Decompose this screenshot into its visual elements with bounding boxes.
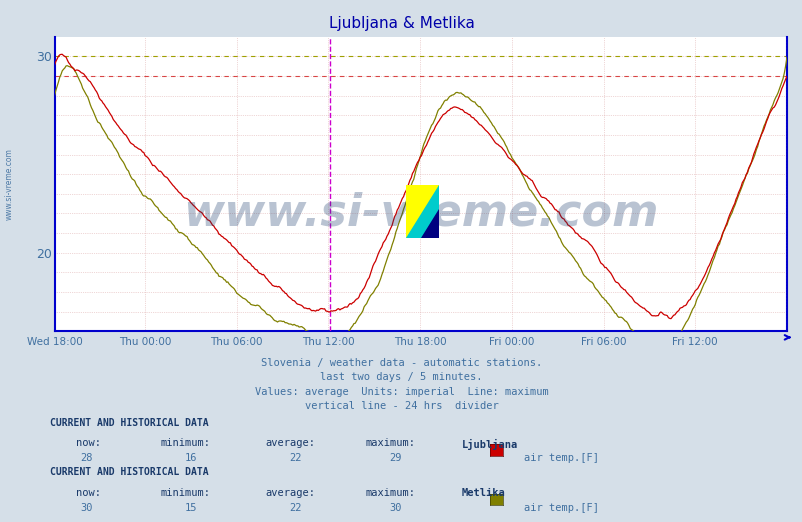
Text: Ljubljana & Metlika: Ljubljana & Metlika [328, 16, 474, 31]
Text: Wed 18:00: Wed 18:00 [26, 337, 83, 348]
Text: now:: now: [76, 438, 101, 448]
Text: Thu 12:00: Thu 12:00 [302, 337, 354, 348]
Text: air temp.[F]: air temp.[F] [524, 453, 598, 463]
Text: minimum:: minimum: [160, 438, 210, 448]
Text: Thu 06:00: Thu 06:00 [210, 337, 263, 348]
Text: now:: now: [76, 488, 101, 498]
Text: average:: average: [265, 438, 314, 448]
Text: average:: average: [265, 488, 314, 498]
Text: Values: average  Units: imperial  Line: maximum: Values: average Units: imperial Line: ma… [254, 387, 548, 397]
Text: maximum:: maximum: [365, 488, 415, 498]
Text: vertical line - 24 hrs  divider: vertical line - 24 hrs divider [304, 401, 498, 411]
Text: minimum:: minimum: [160, 488, 210, 498]
Text: Fri 00:00: Fri 00:00 [488, 337, 534, 348]
Text: CURRENT AND HISTORICAL DATA: CURRENT AND HISTORICAL DATA [50, 467, 209, 477]
Text: maximum:: maximum: [365, 438, 415, 448]
Text: Fri 12:00: Fri 12:00 [671, 337, 717, 348]
Text: 28: 28 [80, 453, 93, 463]
Text: 15: 15 [184, 503, 197, 513]
Text: 22: 22 [289, 453, 302, 463]
Text: 29: 29 [389, 453, 402, 463]
Text: www.si-vreme.com: www.si-vreme.com [183, 192, 658, 235]
Text: Ljubljana: Ljubljana [461, 438, 517, 449]
Text: www.si-vreme.com: www.si-vreme.com [5, 148, 14, 220]
Text: Metlika: Metlika [461, 488, 504, 498]
Text: 16: 16 [184, 453, 197, 463]
Polygon shape [420, 209, 439, 238]
Polygon shape [405, 185, 439, 238]
Text: Fri 06:00: Fri 06:00 [580, 337, 626, 348]
Text: CURRENT AND HISTORICAL DATA: CURRENT AND HISTORICAL DATA [50, 418, 209, 428]
Text: Slovenia / weather data - automatic stations.: Slovenia / weather data - automatic stat… [261, 358, 541, 367]
Polygon shape [405, 185, 439, 238]
Text: Thu 00:00: Thu 00:00 [119, 337, 171, 348]
Text: 30: 30 [80, 503, 93, 513]
Text: air temp.[F]: air temp.[F] [524, 503, 598, 513]
Text: 30: 30 [389, 503, 402, 513]
Text: last two days / 5 minutes.: last two days / 5 minutes. [320, 372, 482, 382]
Text: 22: 22 [289, 503, 302, 513]
Text: Thu 18:00: Thu 18:00 [393, 337, 446, 348]
